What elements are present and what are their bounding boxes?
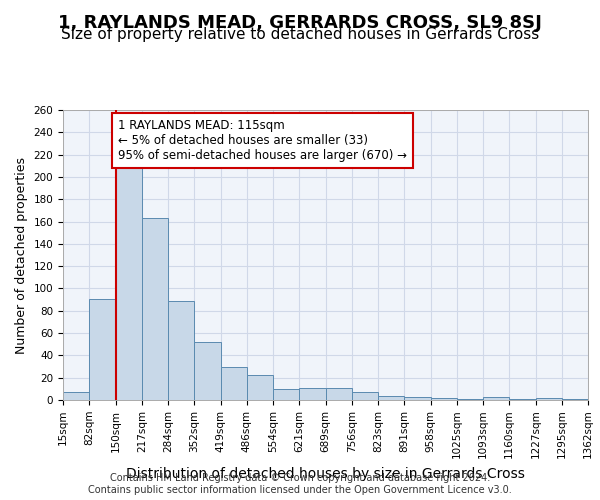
Bar <box>404 396 431 400</box>
Bar <box>247 376 273 400</box>
Bar <box>457 399 483 400</box>
Bar <box>325 388 352 400</box>
Text: 1 RAYLANDS MEAD: 115sqm
← 5% of detached houses are smaller (33)
95% of semi-det: 1 RAYLANDS MEAD: 115sqm ← 5% of detached… <box>118 119 407 162</box>
Bar <box>89 298 115 400</box>
X-axis label: Distribution of detached houses by size in Gerrards Cross: Distribution of detached houses by size … <box>126 467 525 481</box>
Bar <box>221 366 247 400</box>
Bar <box>299 388 325 400</box>
Text: 1, RAYLANDS MEAD, GERRARDS CROSS, SL9 8SJ: 1, RAYLANDS MEAD, GERRARDS CROSS, SL9 8S… <box>58 14 542 32</box>
Bar <box>562 399 588 400</box>
Bar <box>536 398 562 400</box>
Bar <box>142 218 168 400</box>
Bar <box>431 398 457 400</box>
Text: Contains HM Land Registry data © Crown copyright and database right 2024.
Contai: Contains HM Land Registry data © Crown c… <box>88 474 512 495</box>
Bar <box>194 342 221 400</box>
Text: Size of property relative to detached houses in Gerrards Cross: Size of property relative to detached ho… <box>61 28 539 42</box>
Bar <box>483 396 509 400</box>
Bar <box>509 399 536 400</box>
Bar <box>378 396 404 400</box>
Bar <box>168 300 194 400</box>
Bar <box>63 392 89 400</box>
Bar <box>273 389 299 400</box>
Y-axis label: Number of detached properties: Number of detached properties <box>15 156 28 354</box>
Bar <box>352 392 378 400</box>
Bar <box>115 160 142 400</box>
